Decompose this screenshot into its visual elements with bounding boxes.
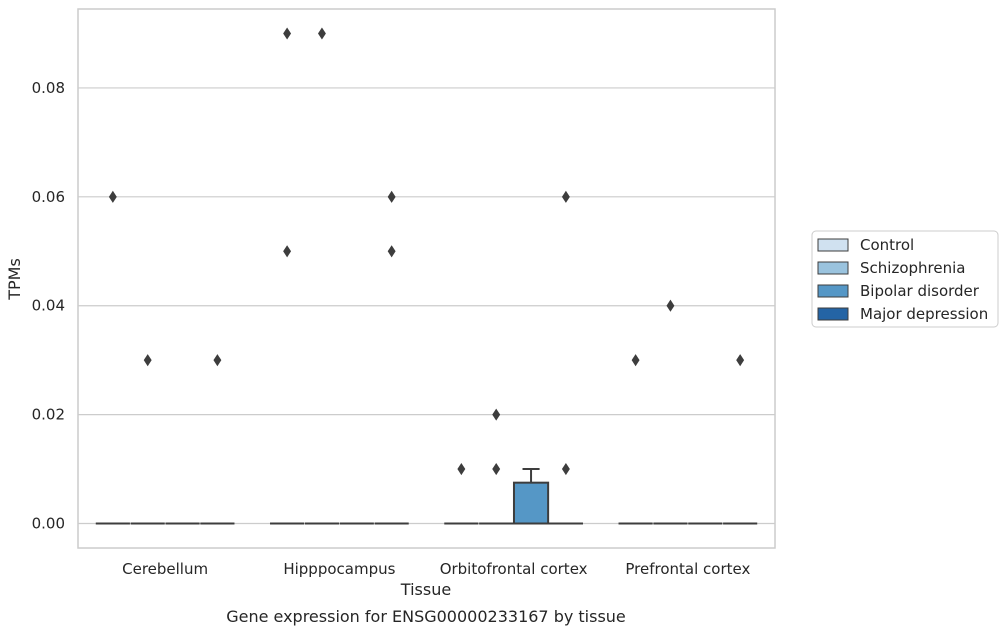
y-tick-label: 0.04 <box>32 297 65 315</box>
y-tick-label: 0.02 <box>32 406 65 424</box>
x-tick-label: Cerebellum <box>122 560 208 578</box>
y-axis-title: TPMs <box>5 258 24 301</box>
outlier-point <box>283 27 292 40</box>
outlier-point <box>108 190 117 203</box>
y-tick-label: 0.08 <box>32 79 65 97</box>
legend-label: Schizophrenia <box>860 259 965 277</box>
legend-frame <box>811 230 999 328</box>
outlier-point <box>666 299 675 312</box>
outlier-point <box>213 354 222 367</box>
legend-label: Major depression <box>860 305 988 323</box>
y-tick-label: 0.00 <box>32 515 65 533</box>
outlier-point <box>631 354 640 367</box>
plot-area: 0.00 0.02 0.04 0.06 0.08 Cerebellum Hipppocamp… <box>32 8 776 578</box>
axes-frame <box>77 8 776 549</box>
x-tick-label: Prefrontal cortex <box>625 560 750 578</box>
x-tick-label: Hipppocampus <box>283 560 395 578</box>
outlier-point <box>492 408 501 421</box>
outlier-point <box>561 190 570 203</box>
outlier-point <box>561 463 570 476</box>
legend-label: Bipolar disorder <box>860 282 980 300</box>
outlier-point <box>736 354 745 367</box>
legend-swatch <box>817 284 849 298</box>
x-axis-title: Tissue <box>400 580 451 599</box>
x-tick-label: Orbitofrontal cortex <box>440 560 588 578</box>
legend-swatch <box>817 238 849 252</box>
outlier-point <box>492 463 501 476</box>
legend: Control Schizophrenia Bipolar disorder Majo… <box>811 230 999 328</box>
legend-label: Control <box>860 236 914 254</box>
outlier-point <box>387 190 396 203</box>
legend-swatch <box>817 261 849 275</box>
box <box>512 481 550 525</box>
outlier-point <box>143 354 152 367</box>
outlier-point <box>317 27 326 40</box>
y-tick-label: 0.06 <box>32 188 65 206</box>
outlier-point <box>457 463 466 476</box>
outlier-point <box>283 245 292 258</box>
outlier-point <box>387 245 396 258</box>
legend-swatch <box>817 307 849 321</box>
figure-caption: Gene expression for ENSG00000233167 by t… <box>226 607 626 626</box>
